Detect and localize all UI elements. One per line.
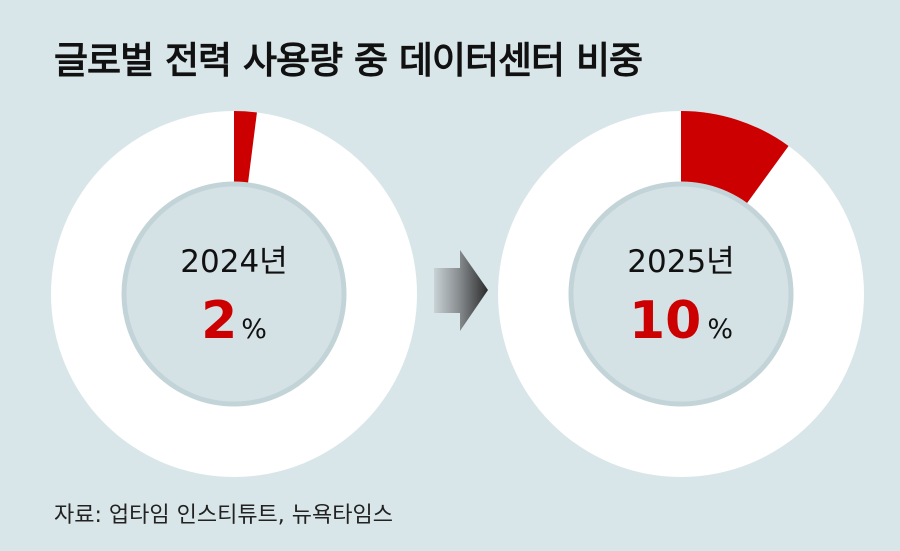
value-label-2024: 2% — [201, 291, 267, 351]
year-label-2024: 2024년 — [180, 244, 287, 280]
value-unit-2025: % — [707, 314, 733, 345]
donut-2025: 2025년 10% — [498, 111, 864, 477]
donut-inner — [568, 181, 794, 407]
source-note: 자료: 업타임 인스티튜트, 뉴욕타임스 — [54, 503, 393, 528]
arrow-icon — [434, 250, 488, 331]
donut-2024: 2024년 2% — [51, 110, 417, 477]
donut-inner — [121, 181, 347, 407]
year-label-2025: 2025년 — [627, 244, 734, 280]
value-number-2025: 10 — [629, 291, 701, 351]
value-number-2024: 2 — [201, 291, 237, 351]
value-label-2025: 10% — [629, 291, 733, 351]
page-title: 글로벌 전력 사용량 중 데이터센터 비중 — [54, 39, 643, 82]
value-unit-2024: % — [241, 314, 267, 345]
